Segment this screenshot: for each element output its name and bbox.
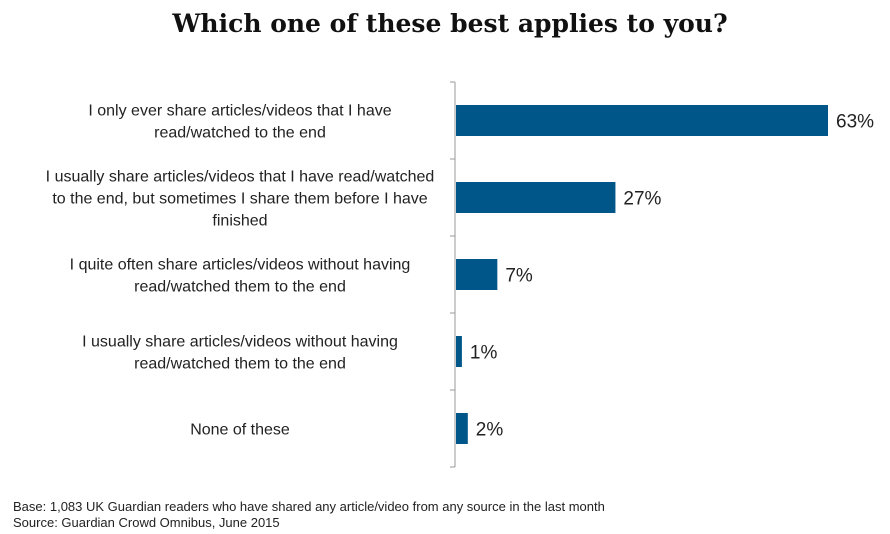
category-label: None of these	[190, 422, 290, 439]
chart-title: Which one of these best applies to you?	[171, 9, 727, 38]
bar	[456, 105, 828, 136]
bar	[456, 336, 462, 367]
category-label-line: None of these	[190, 422, 290, 439]
value-label: 27%	[623, 189, 661, 210]
category-label-line: to the end, but sometimes I share them b…	[52, 191, 427, 208]
category-label-line: I quite often share articles/videos with…	[70, 257, 411, 274]
category-label: I usually share articles/videos that I h…	[46, 169, 435, 230]
category-label-line: read/watched to the end	[154, 125, 326, 142]
footnote-base: Base: 1,083 UK Guardian readers who have…	[13, 499, 605, 514]
value-labels: 63% 27% 7% 1% 2%	[470, 112, 874, 441]
bars-group	[456, 105, 828, 444]
category-label-line: read/watched them to the end	[134, 356, 346, 373]
value-label: 1%	[470, 343, 498, 364]
bar	[456, 413, 468, 444]
category-label-line: I usually share articles/videos that I h…	[46, 169, 435, 186]
value-label: 63%	[836, 112, 874, 133]
bar	[456, 259, 498, 290]
category-label-line: I usually share articles/videos without …	[82, 334, 398, 351]
category-label: I only ever share articles/videos that I…	[88, 103, 391, 142]
category-label-line: finished	[212, 213, 267, 230]
value-label: 7%	[505, 266, 533, 287]
category-label-line: read/watched them to the end	[134, 279, 346, 296]
category-label: I usually share articles/videos without …	[82, 334, 398, 373]
category-label-line: I only ever share articles/videos that I…	[88, 103, 391, 120]
footnote-source: Source: Guardian Crowd Omnibus, June 201…	[13, 515, 280, 530]
axis-ticks	[450, 81, 455, 468]
value-label: 2%	[476, 420, 504, 441]
category-label: I quite often share articles/videos with…	[70, 257, 411, 296]
bar	[456, 182, 616, 213]
category-labels: I only ever share articles/videos that I…	[46, 103, 435, 439]
